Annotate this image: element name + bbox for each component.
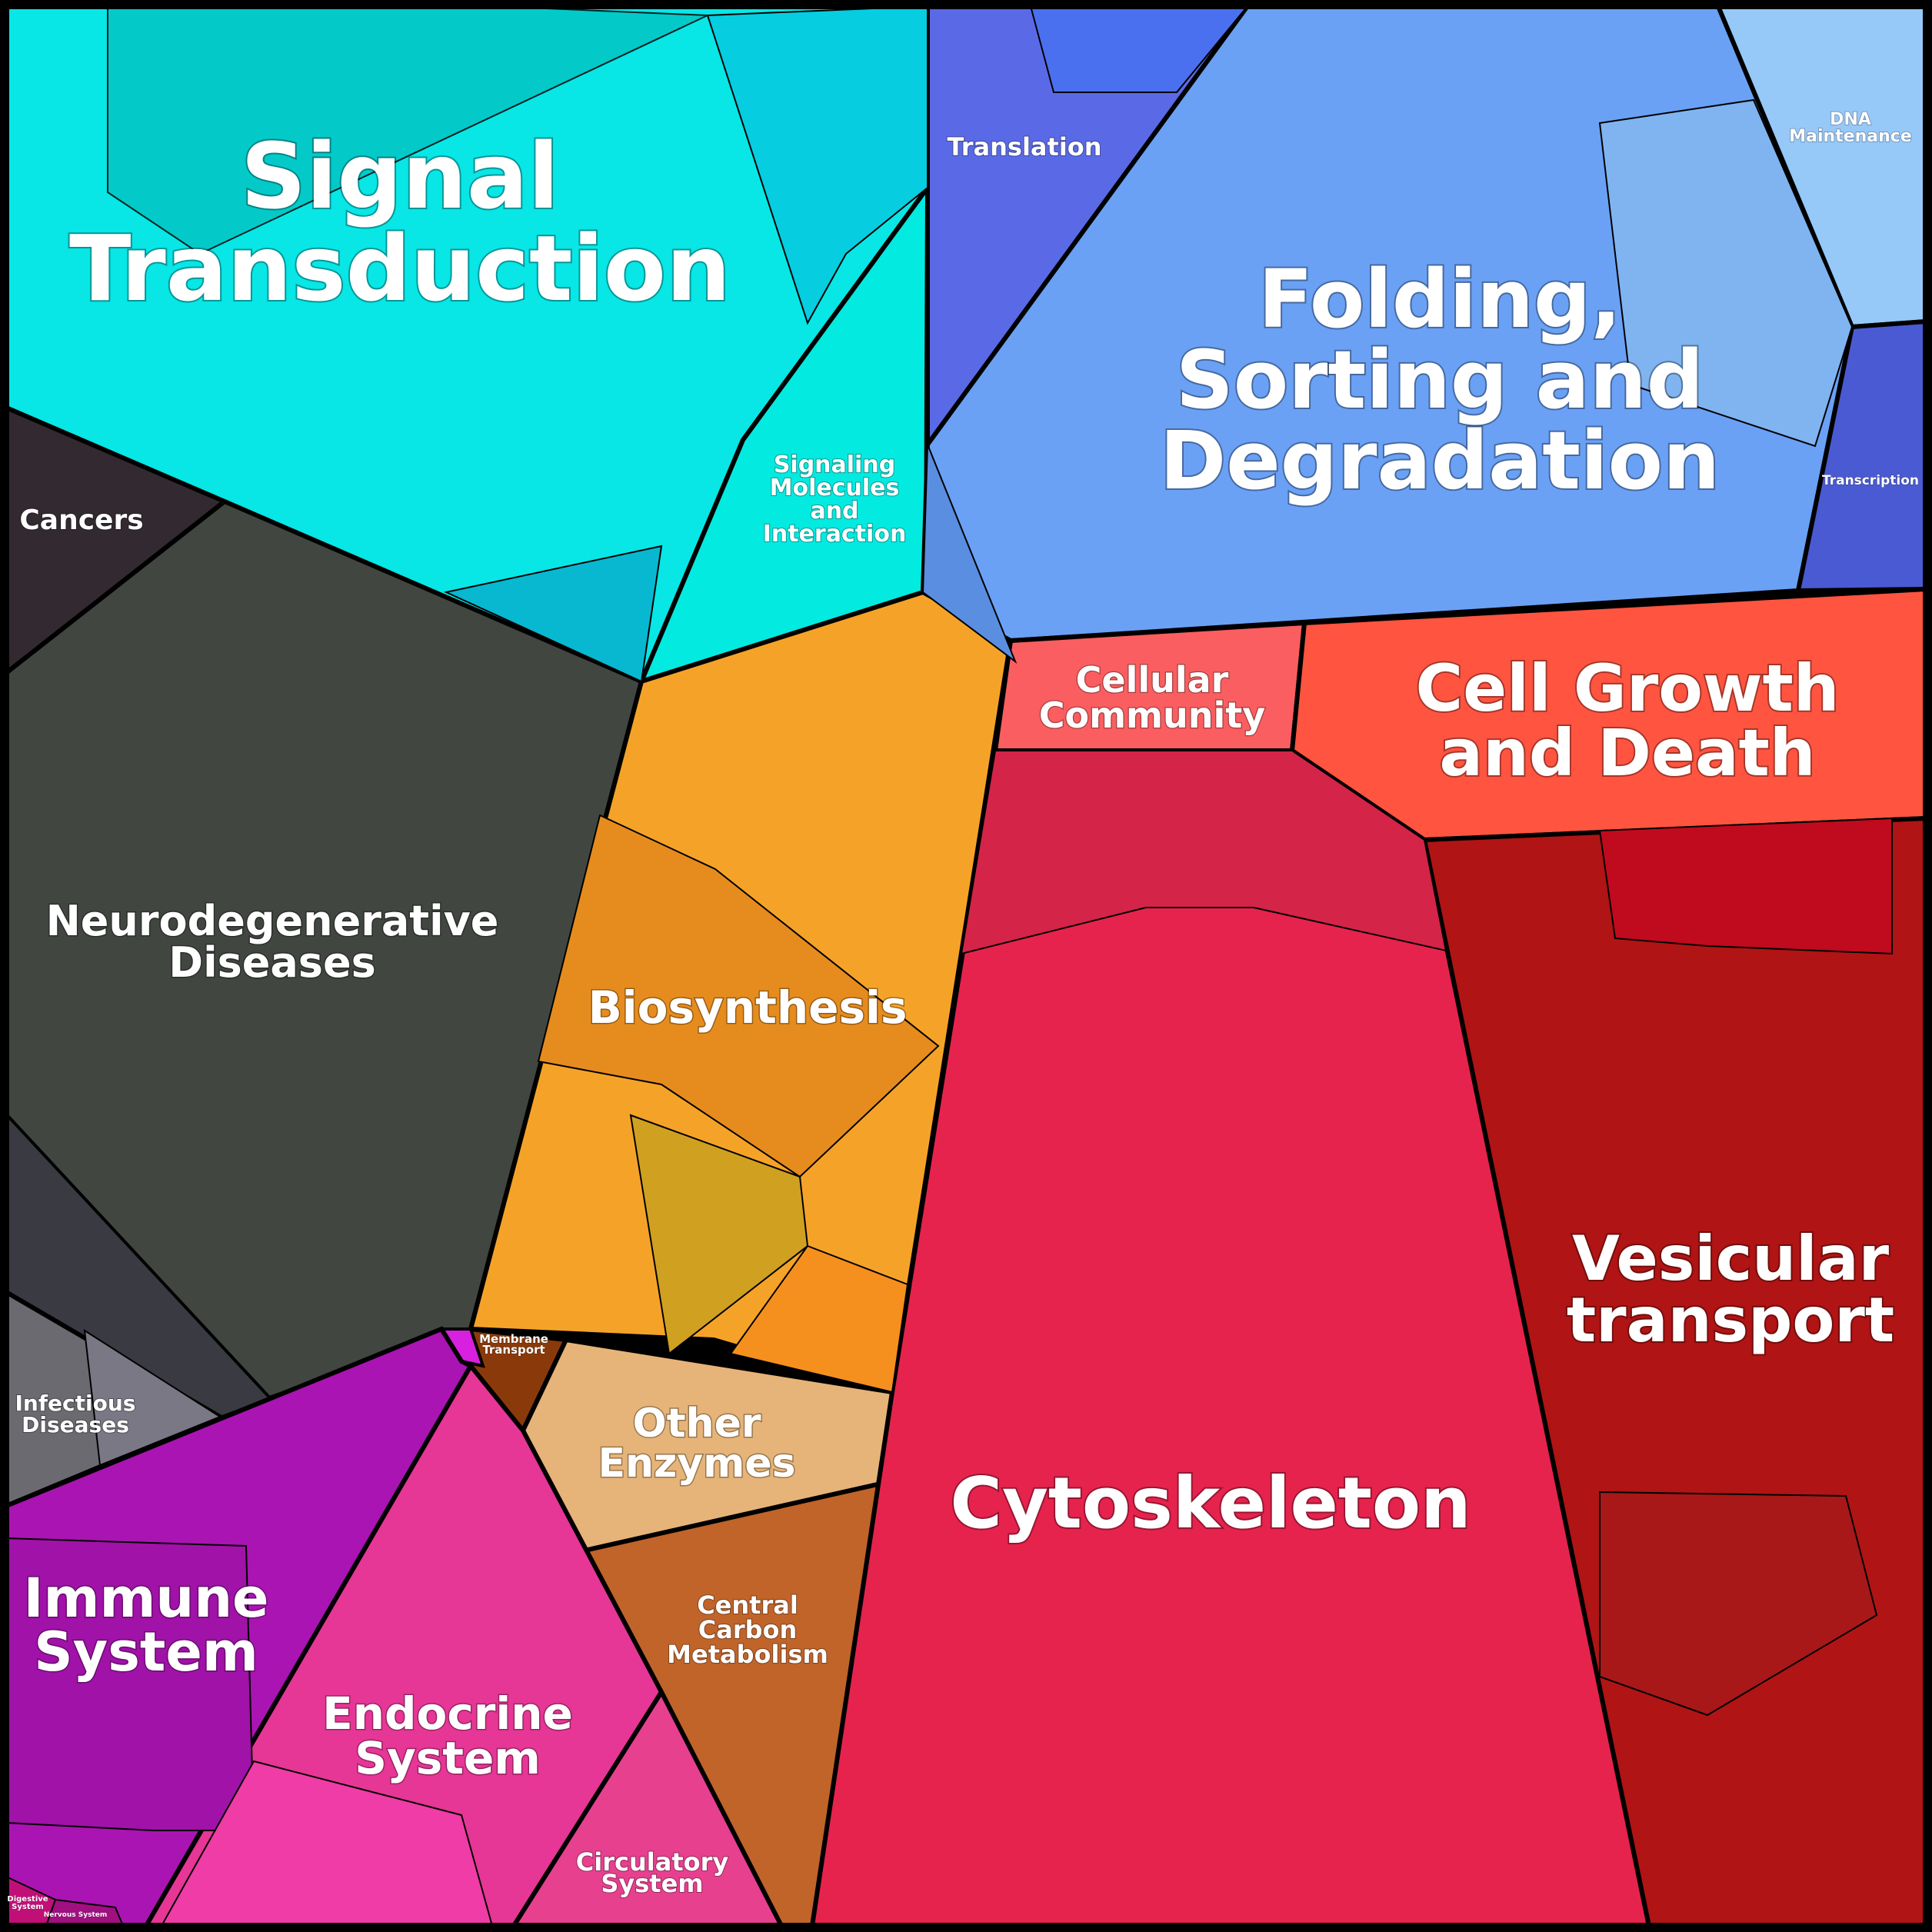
label-biosynthesis: Biosynthesis <box>588 981 908 1034</box>
cell-folding-sub <box>921 444 1018 664</box>
label-cellular-community: Cellular Community <box>1039 659 1265 736</box>
cell-biosynthesis-sub <box>729 1244 909 1394</box>
cell-folding-sub <box>1598 98 1854 448</box>
label-cytoskeleton: Cytoskeleton <box>950 1462 1471 1544</box>
label-signaling-molecules: Signaling Molecules and Interaction <box>763 451 907 548</box>
label-vesicular-transport: Vesicular transport <box>1567 1223 1894 1356</box>
label-infectious-diseases: Infectious Diseases <box>15 1391 136 1437</box>
label-dna-maintenance: DNA Maintenance <box>1789 110 1912 146</box>
cell-vesicular-sub <box>1598 817 1893 955</box>
label-immune-system: Immune System <box>23 1567 268 1684</box>
label-translation: Translation <box>947 132 1101 162</box>
label-folding-sorting: Folding, Sorting and Degradation <box>1160 252 1720 508</box>
label-transcription: Transcription <box>1822 473 1919 488</box>
label-cell-growth: Cell Growth and Death <box>1415 651 1839 791</box>
cell-signal-sub <box>443 545 663 683</box>
cell-vesicular-sub <box>1599 1491 1878 1717</box>
label-digestive-system: Digestive System <box>7 1895 48 1911</box>
cell-cytoskeleton-sub <box>960 750 1447 955</box>
label-circulatory-system: Circulatory System <box>576 1847 729 1898</box>
label-neurodegenerative-diseases: Neurodegenerative Diseases <box>46 897 499 987</box>
label-endocrine-system: Endocrine System <box>322 1687 573 1784</box>
cell-infectious-sub <box>83 1329 222 1467</box>
label-signal-transduction: Signal Transduction <box>69 123 731 321</box>
label-cancers: Cancers <box>19 505 143 536</box>
label-central-carbon: Central Carbon Metabolism <box>667 1591 828 1669</box>
label-nervous-system: Nervous System <box>44 1911 108 1919</box>
label-membrane-transport: Membrane Transport <box>479 1332 548 1357</box>
label-other-enzymes: Other Enzymes <box>598 1401 795 1487</box>
